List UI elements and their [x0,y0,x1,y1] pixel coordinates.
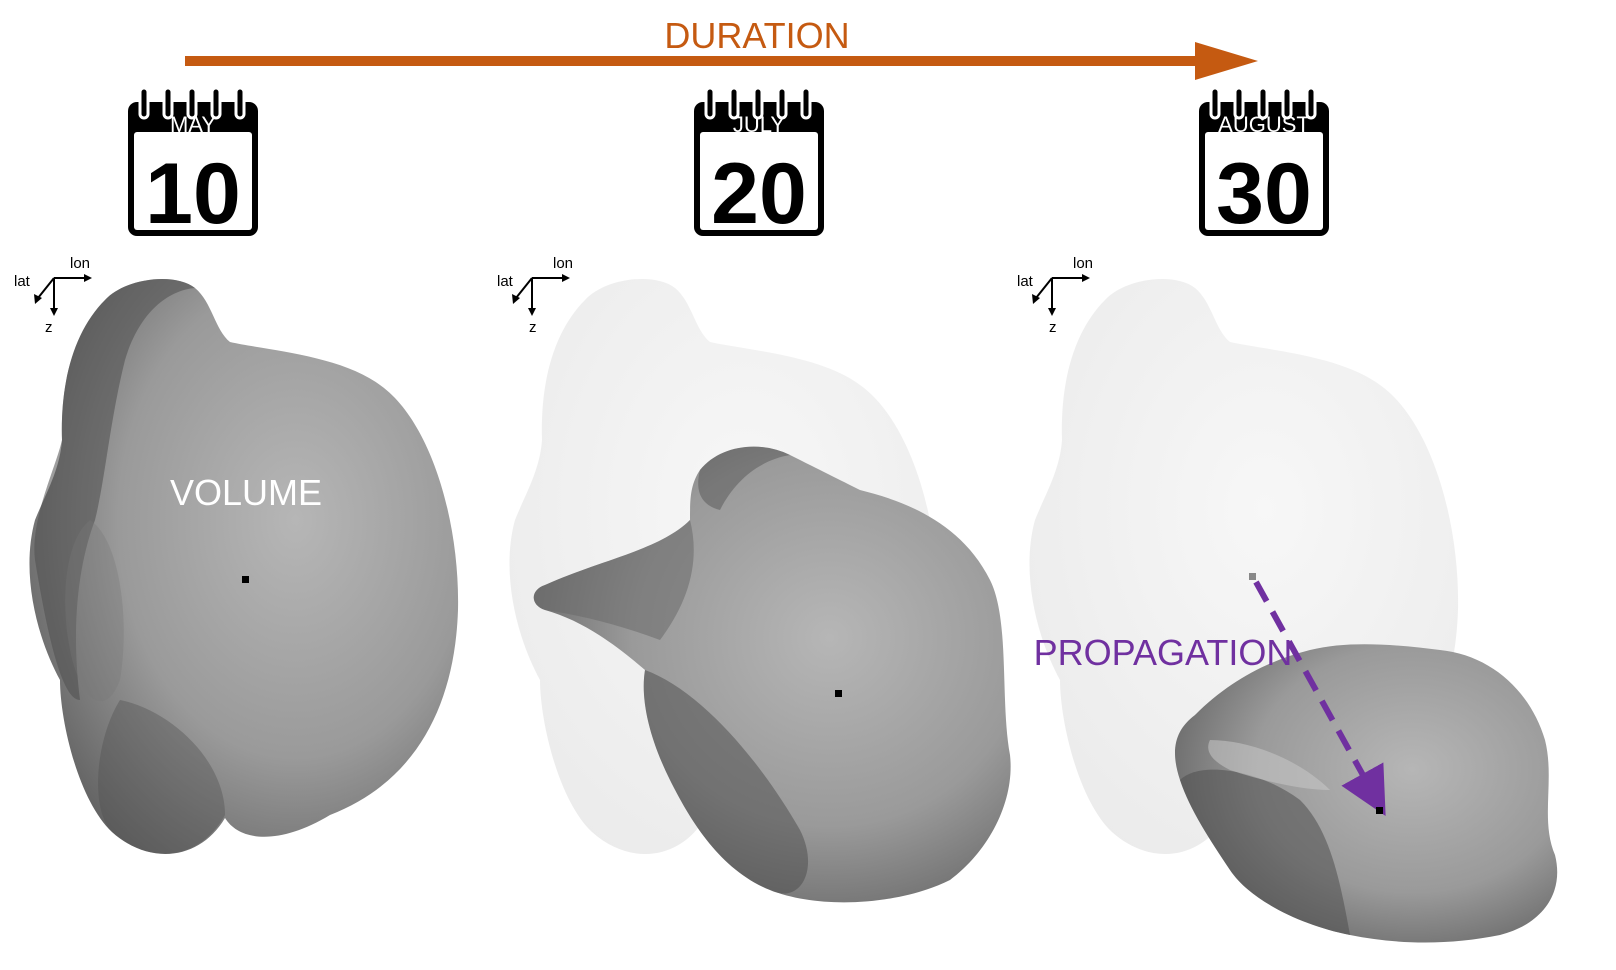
calendar-day: 10 [145,146,241,242]
axis-lon-label: lon [553,255,573,272]
axis-lat-label: lat [497,273,514,290]
blob-may [29,279,458,854]
previous-centroid-marker [1249,573,1256,580]
centroid-marker [242,576,249,583]
calendar-may: MAY 10 [128,88,258,242]
axis-triad [1032,274,1090,316]
centroid-marker [835,690,842,697]
axis-lat-label: lat [1017,273,1034,290]
calendar-day: 20 [711,146,807,242]
calendar-month: AUGUST [1218,112,1310,137]
duration-arrow-head [1195,42,1258,80]
blob-august [1029,279,1557,943]
axis-lon-label: lon [70,255,90,272]
duration-arrow-shaft [185,56,1205,66]
axis-triad [512,274,570,316]
calendar-august: AUGUST 30 [1199,88,1329,242]
volume-label: VOLUME [170,472,322,513]
axis-z-label: z [1049,319,1057,336]
axis-z-label: z [529,319,537,336]
axis-lat-label: lat [14,273,31,290]
propagation-label: PROPAGATION [1034,632,1293,673]
axis-z-label: z [45,319,53,336]
calendar-month: JULY [733,112,785,137]
calendar-day: 30 [1216,146,1312,242]
duration-label: DURATION [664,15,849,56]
blob-july [509,279,1010,902]
centroid-marker [1376,807,1383,814]
calendar-month: MAY [170,112,216,137]
axis-triad [34,274,92,316]
axis-lon-label: lon [1073,255,1093,272]
calendar-july: JULY 20 [694,88,824,242]
